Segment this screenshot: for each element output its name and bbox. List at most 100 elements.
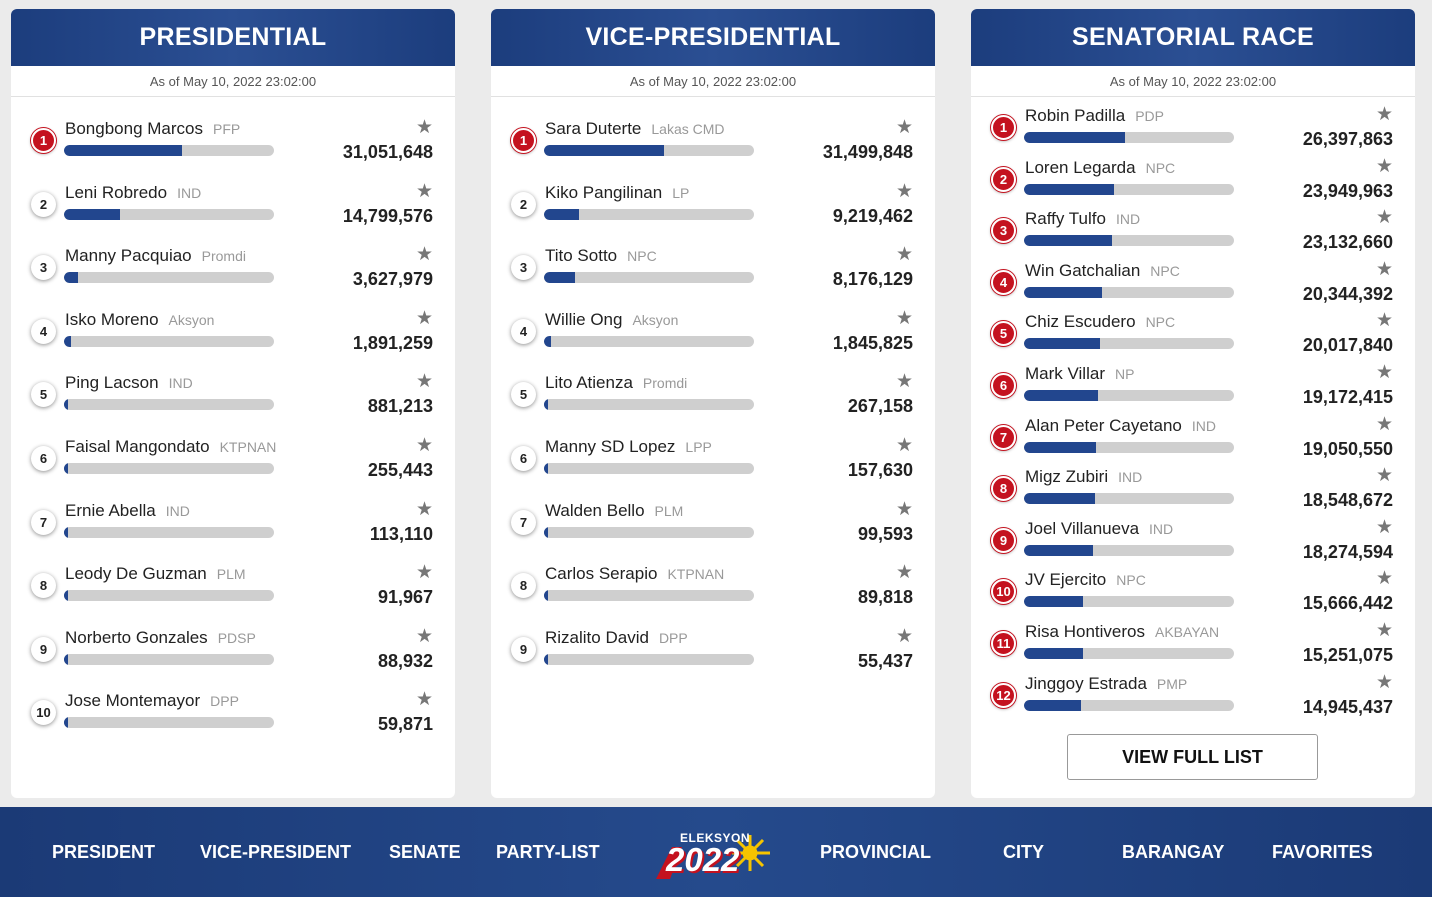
vote-count: 23,949,963	[1302, 180, 1393, 201]
sun-logo-icon	[656, 835, 770, 879]
star-icon[interactable]: ★	[1375, 155, 1393, 177]
party-label: IND	[168, 375, 193, 392]
vote-count: 14,799,576	[342, 205, 433, 226]
vote-count: 19,050,550	[1302, 438, 1393, 459]
candidate-name: Jinggoy Estrada PMP	[1025, 674, 1187, 694]
star-icon[interactable]: ★	[415, 498, 433, 520]
star-icon[interactable]: ★	[895, 435, 913, 456]
nav-senate[interactable]: SENATE	[389, 841, 461, 862]
star-icon[interactable]: ★	[415, 689, 433, 711]
party-label: NPC	[1145, 159, 1176, 176]
candidate-name-text: Raffy Tulfo	[1025, 209, 1106, 229]
vote-share-bar	[64, 717, 274, 729]
candidate-name-text: Walden Bello	[545, 500, 645, 520]
party-label: NPC	[1116, 572, 1146, 589]
vote-share-fill	[1024, 648, 1083, 659]
star-icon[interactable]: ★	[1375, 104, 1393, 125]
vote-count: 113,110	[369, 523, 433, 544]
star-icon[interactable]: ★	[415, 625, 433, 647]
view-full-list-button[interactable]: VIEW FULL LIST	[1067, 734, 1318, 780]
candidate-name: Lito Atienza Promdi	[545, 373, 687, 393]
star-icon[interactable]: ★	[895, 498, 913, 520]
star-icon[interactable]: ★	[415, 371, 433, 393]
star-icon[interactable]: ★	[1375, 310, 1393, 332]
vote-share-bar	[1024, 390, 1234, 401]
party-label: IND	[1115, 211, 1141, 228]
vote-count: 26,397,863	[1302, 129, 1393, 149]
candidate-name: Ernie Abella IND	[65, 501, 190, 521]
star-icon[interactable]: ★	[1375, 516, 1393, 538]
nav-vice-president[interactable]: VICE-PRESIDENT	[200, 841, 352, 862]
star-icon[interactable]: ★	[415, 562, 433, 584]
vote-count: 8,176,129	[832, 269, 913, 290]
vote-share-fill	[1024, 390, 1098, 401]
vote-share-fill	[64, 272, 78, 284]
candidate-name: Isko Moreno Aksyon	[65, 310, 214, 330]
party-label: LPP	[685, 439, 712, 455]
nav-president[interactable]: PRESIDENT	[52, 841, 156, 862]
party-label: PDSP	[217, 629, 256, 646]
star-icon[interactable]: ★	[415, 307, 433, 329]
rank-badge: 1	[991, 115, 1016, 140]
candidate-name: Kiko Pangilinan LP	[545, 183, 689, 203]
star-icon[interactable]: ★	[415, 180, 433, 202]
candidate-name-text: Mark Villar	[1025, 364, 1105, 383]
star-icon[interactable]: ★	[895, 180, 913, 202]
star-icon[interactable]: ★	[1375, 207, 1393, 229]
star-icon[interactable]: ★	[895, 244, 913, 266]
candidate-name-text: Bongbong Marcos	[65, 119, 203, 138]
vote-count: 31,499,848	[822, 142, 913, 162]
vote-count: 59,871	[377, 714, 433, 735]
candidate-name-text: Loren Legarda	[1025, 157, 1136, 177]
candidate-name-text: Robin Padilla	[1025, 106, 1126, 125]
star-icon[interactable]: ★	[1375, 568, 1393, 590]
star-icon[interactable]: ★	[895, 562, 913, 584]
vote-share-bar	[1024, 493, 1234, 505]
star-icon[interactable]: ★	[895, 625, 913, 647]
star-icon[interactable]: ★	[1375, 258, 1393, 280]
star-icon[interactable]: ★	[415, 244, 433, 266]
nav-city[interactable]: CITY	[1003, 841, 1045, 862]
candidate-name-text: Manny SD Lopez	[545, 437, 676, 456]
candidate-name: Jose Montemayor DPP	[65, 691, 239, 711]
rank-badge: 2	[31, 191, 56, 217]
party-label: Aksyon	[168, 311, 215, 328]
candidate-name-text: Ping Lacson	[65, 373, 159, 393]
candidate-name-text: Leody De Guzman	[65, 564, 207, 584]
nav-party-list[interactable]: PARTY-LIST	[496, 841, 600, 862]
vote-share-fill	[544, 526, 548, 538]
candidate-name-text: Lito Atienza	[545, 373, 633, 393]
vote-share-fill	[1024, 596, 1083, 608]
vote-count: 31,051,648	[342, 142, 433, 162]
star-icon[interactable]: ★	[895, 117, 913, 138]
star-icon[interactable]: ★	[895, 371, 913, 393]
star-icon[interactable]: ★	[1375, 413, 1393, 435]
vote-share-bar	[64, 272, 274, 284]
eleksyon-2022-logo[interactable]: ELEKSYON 2022	[652, 825, 774, 883]
candidate-name: Manny Pacquiao Promdi	[65, 246, 246, 266]
star-icon[interactable]: ★	[1375, 620, 1393, 641]
star-icon[interactable]: ★	[1375, 362, 1393, 383]
candidate-name-text: Migz Zubiri	[1025, 467, 1109, 487]
rank-badge: 3	[31, 255, 56, 281]
nav-provincial[interactable]: PROVINCIAL	[820, 841, 932, 862]
star-icon[interactable]: ★	[1375, 465, 1393, 487]
vote-share-fill	[64, 590, 68, 602]
vote-share-bar	[1024, 132, 1234, 143]
star-icon[interactable]: ★	[415, 435, 433, 456]
star-icon[interactable]: ★	[415, 117, 433, 138]
star-icon[interactable]: ★	[1375, 671, 1393, 693]
as-of-timestamp: As of May 10, 2022 23:02:00	[971, 66, 1415, 97]
candidate-name-text: Isko Moreno	[65, 309, 159, 329]
nav-favorites[interactable]: FAVORITES	[1272, 841, 1373, 862]
panel-title: SENATORIAL RACE	[971, 9, 1415, 66]
vote-count: 14,945,437	[1302, 696, 1393, 717]
star-icon[interactable]: ★	[895, 307, 913, 329]
vote-count: 255,443	[367, 460, 433, 480]
candidate-name: Sara Duterte Lakas CMD	[545, 119, 725, 139]
vote-count: 15,251,075	[1302, 645, 1393, 665]
rank-badge: 7	[31, 509, 56, 535]
party-label: PDP	[1135, 108, 1164, 124]
vote-share-bar	[544, 463, 754, 474]
nav-barangay[interactable]: BARANGAY	[1122, 841, 1225, 862]
